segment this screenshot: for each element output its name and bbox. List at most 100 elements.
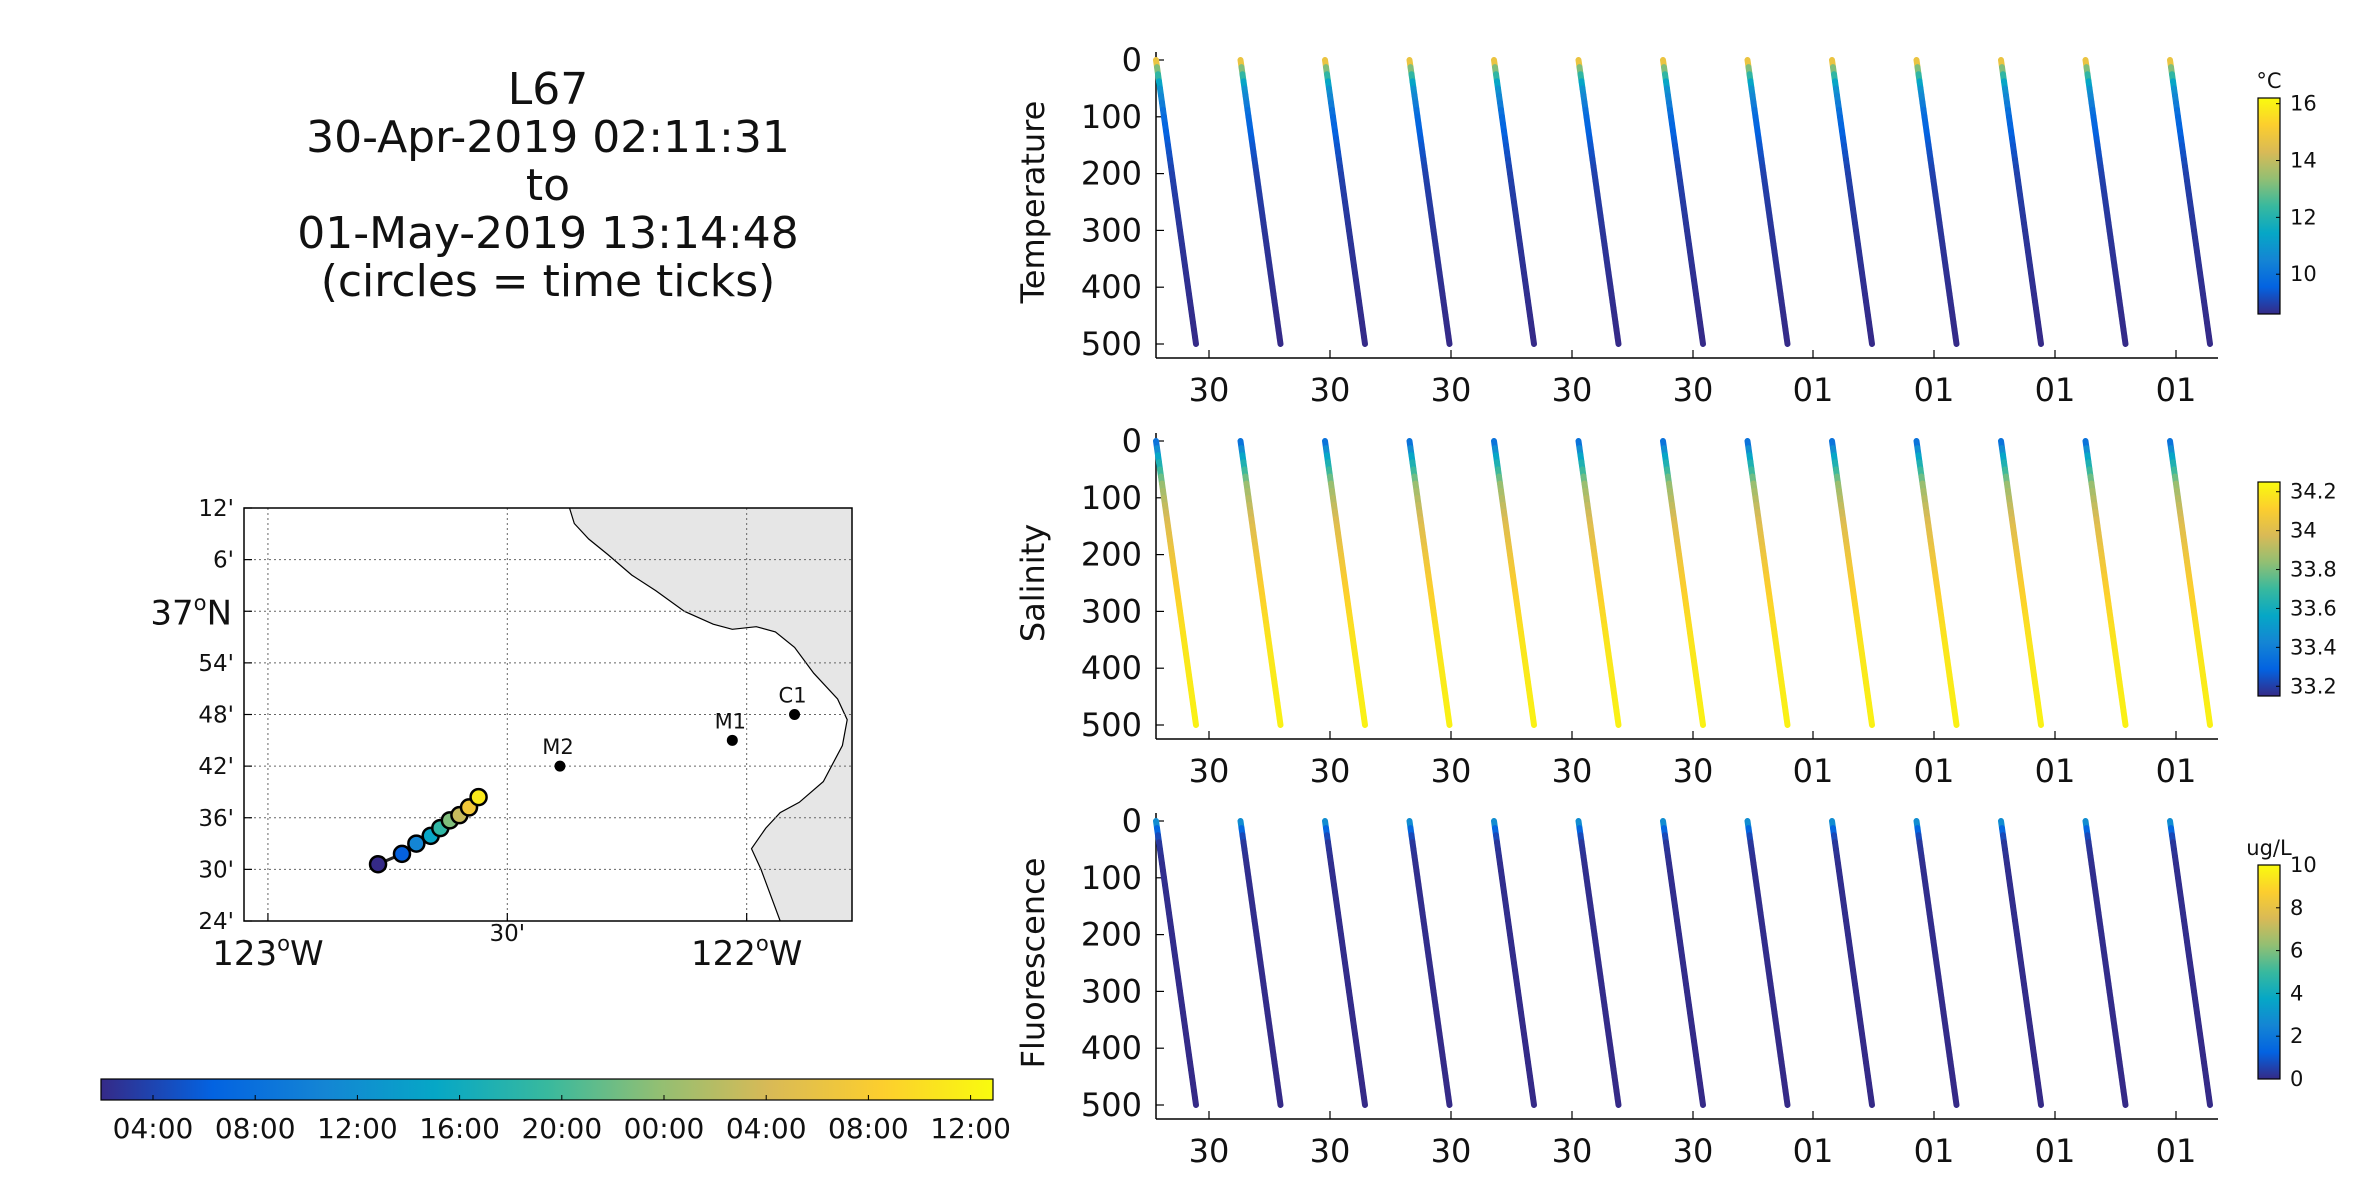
dive-profile-segment xyxy=(1445,1094,1453,1108)
x-tick-label: 30 xyxy=(1552,752,1593,790)
y-tick-label: 200 xyxy=(1081,155,1142,193)
y-tick-label: 300 xyxy=(1081,592,1142,630)
dive-profile-segment xyxy=(1699,714,1706,728)
dive-profile-segment xyxy=(1361,333,1368,347)
title-line-2: 30-Apr-2019 02:11:31 xyxy=(306,112,790,163)
map-lat-label: 42' xyxy=(198,754,234,780)
x-tick-label: 30 xyxy=(1552,1132,1593,1170)
dive-profile-segment xyxy=(1361,1094,1368,1108)
x-tick-label: 01 xyxy=(1793,752,1834,790)
y-tick-label: 0 xyxy=(1122,422,1142,460)
y-tick-label: 0 xyxy=(1122,41,1142,79)
colorbar-tick-label: 33.6 xyxy=(2290,596,2337,620)
land-area xyxy=(569,508,852,921)
station-marker xyxy=(726,734,738,746)
colorbar-bar xyxy=(2257,864,2281,1080)
colorbar-tick-label: 16 xyxy=(2290,92,2317,116)
panel-temperature: 0 100 200 300 400 500 30 30 30 30 30 01 01 01 01 Temper… xyxy=(1014,41,2317,409)
x-tick-label: 30 xyxy=(1310,371,1351,409)
dive-profile-segment xyxy=(2206,333,2213,347)
x-tick-label: 30 xyxy=(1431,371,1472,409)
time-colorbar: 04:00 08:00 12:00 16:00 20:00 00:00 04:00 08:00… xyxy=(100,1078,1011,1145)
map-lat-label: 54' xyxy=(198,651,234,677)
coastline xyxy=(568,507,848,922)
x-tick-label: 30 xyxy=(1673,1132,1714,1170)
map-lat-label: 12' xyxy=(198,496,234,522)
colorbar-tick-label: 6 xyxy=(2290,939,2303,963)
dive-profile-segment xyxy=(1783,714,1791,728)
y-axis-label: Salinity xyxy=(1014,524,1052,642)
dive-profile-segment xyxy=(1699,333,1706,347)
y-tick-label: 100 xyxy=(1081,859,1142,897)
title-line-1: L67 xyxy=(507,64,589,115)
y-tick-label: 100 xyxy=(1081,479,1142,517)
y-tick-label: 200 xyxy=(1081,536,1142,574)
dive-profile-segment xyxy=(1868,714,1875,728)
station-marker xyxy=(554,760,566,772)
dive-profile-segment xyxy=(1276,333,1284,347)
y-tick-label: 500 xyxy=(1081,1086,1142,1124)
dive-profile-segment xyxy=(1445,714,1453,728)
x-tick-label: 30 xyxy=(1431,752,1472,790)
time-tick-circle xyxy=(469,787,488,807)
time-colorbar-label: 08:00 xyxy=(828,1112,909,1145)
map-lat-label: 6' xyxy=(213,548,234,574)
x-tick-label: 30 xyxy=(1673,752,1714,790)
map-lat-label: 24' xyxy=(198,909,234,935)
dive-profile-segment xyxy=(1952,1094,1960,1108)
map-lat-label: 37oN xyxy=(150,590,232,633)
y-tick-label: 400 xyxy=(1081,1029,1142,1067)
colorbar-tick-label: 8 xyxy=(2290,896,2303,920)
time-tick-circle xyxy=(392,844,412,864)
colorbar-tick-label: 0 xyxy=(2290,1067,2303,1091)
dive-profile-segment xyxy=(1276,714,1284,728)
x-tick-label: 30 xyxy=(1431,1132,1472,1170)
dive-profile-segment xyxy=(1192,1094,1199,1108)
map-lat-label: 30' xyxy=(198,857,234,883)
x-tick-label: 01 xyxy=(1914,752,1955,790)
map-lat-label: 48' xyxy=(198,703,234,729)
dive-profile-segment xyxy=(1783,333,1791,347)
station-marker xyxy=(789,709,801,720)
time-tick-circle xyxy=(368,854,388,874)
dive-profile-segment xyxy=(1868,333,1875,347)
dive-profile-segment xyxy=(1952,714,1960,728)
colorbar-tick-label: 33.2 xyxy=(2290,674,2337,698)
dive-profile-segment xyxy=(1868,1094,1875,1108)
x-tick-label: 01 xyxy=(1793,371,1834,409)
colorbar-tick-label: 33.4 xyxy=(2290,635,2337,659)
dive-profile-segment xyxy=(1276,1094,1284,1108)
colorbar-bar xyxy=(2257,97,2281,315)
time-colorbar-label: 20:00 xyxy=(521,1112,602,1145)
x-tick-label: 30 xyxy=(1673,371,1714,409)
map-panel: 12' 6' 37oN 54' 48' 42' 36' 30' 24'123oW 30' 122oW… xyxy=(150,496,853,974)
dive-profile-segment xyxy=(1445,333,1453,347)
x-tick-label: 01 xyxy=(1914,1132,1955,1170)
colorbar-tick-label: 34.2 xyxy=(2290,480,2337,504)
x-tick-label: 30 xyxy=(1189,371,1230,409)
title-line-5: (circles = time ticks) xyxy=(320,256,776,307)
dive-profile-segment xyxy=(1614,1094,1622,1108)
x-tick-label: 01 xyxy=(2156,752,2197,790)
dive-profile-segment xyxy=(1783,1094,1791,1108)
x-tick-label: 01 xyxy=(2035,371,2076,409)
x-tick-label: 30 xyxy=(1552,371,1593,409)
dive-profile-segment xyxy=(1192,714,1199,728)
time-colorbar-label: 04:00 xyxy=(113,1112,194,1145)
dive-profile-segment xyxy=(1530,714,1537,728)
y-tick-label: 400 xyxy=(1081,268,1142,306)
x-tick-label: 01 xyxy=(1793,1132,1834,1170)
x-tick-label: 30 xyxy=(1189,752,1230,790)
y-tick-label: 400 xyxy=(1081,649,1142,687)
dive-profile-segment xyxy=(1530,333,1537,347)
colorbar-unit: °C xyxy=(2256,69,2281,93)
y-axis-label: Temperature xyxy=(1014,101,1052,305)
dive-profile-segment xyxy=(2121,333,2129,347)
dive-profile-segment xyxy=(1361,714,1368,728)
colorbar-unit: ug/L xyxy=(2246,836,2292,860)
figure-title: L67 30-Apr-2019 02:11:31 to 01-May-2019 … xyxy=(208,66,888,306)
colorbar-tick-label: 12 xyxy=(2290,205,2317,229)
title-line-4: 01-May-2019 13:14:48 xyxy=(297,208,799,259)
x-tick-label: 01 xyxy=(2035,1132,2076,1170)
dive-profile-segment xyxy=(2121,714,2129,728)
